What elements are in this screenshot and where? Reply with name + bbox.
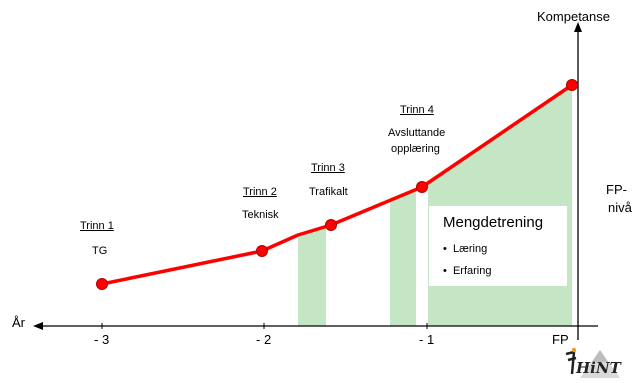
x-axis-title: År: [12, 315, 25, 330]
data-point: [96, 278, 108, 290]
shaded-region-trafikalt: [298, 226, 326, 326]
data-point: [416, 181, 428, 193]
x-tick-label: - 2: [256, 332, 272, 347]
competence-line: [101, 83, 573, 286]
volume-training-box: Mengdetrening • Læring • Erfaring: [429, 206, 567, 286]
x-tick-label: - 1: [419, 332, 435, 347]
bullet-item: • Læring: [443, 243, 487, 255]
fp-level-label-2: nivå: [608, 200, 632, 215]
logo-mountain-icon: [565, 347, 620, 378]
step-3-subtitle: Trafikalt: [309, 186, 348, 198]
x-tick-label: FP: [552, 332, 569, 347]
logo-text: HiNT: [576, 359, 621, 377]
step-2-subtitle: Teknisk: [242, 209, 279, 221]
y-axis-arrow: [574, 22, 582, 32]
step-4-title: Trinn 4: [400, 104, 434, 116]
shaded-region-opplaering-1: [390, 189, 416, 326]
step-1-subtitle: TG: [92, 245, 108, 257]
bullet-item: • Erfaring: [443, 265, 492, 277]
hint-logo: HiNT: [562, 344, 626, 380]
step-4-subtitle-line1: Avsluttande: [388, 127, 446, 139]
volume-training-title: Mengdetrening: [443, 214, 544, 231]
step-4-subtitle-line2: opplæring: [391, 143, 440, 155]
x-tick-label: - 3: [94, 332, 110, 347]
bullet-icon: •: [443, 243, 453, 255]
data-point: [566, 79, 578, 91]
y-axis-title: Kompetanse: [537, 9, 610, 24]
data-point: [325, 219, 337, 231]
bullet-text: Erfaring: [452, 265, 492, 277]
data-point: [256, 245, 268, 257]
step-3-title: Trinn 3: [311, 162, 345, 174]
fp-level-label-1: FP-: [606, 182, 627, 197]
step-1-title: Trinn 1: [80, 220, 114, 232]
bullet-icon: •: [443, 265, 453, 277]
bullet-text: Læring: [452, 243, 488, 255]
step-2-title: Trinn 2: [243, 186, 277, 198]
x-axis-arrow: [33, 322, 43, 330]
